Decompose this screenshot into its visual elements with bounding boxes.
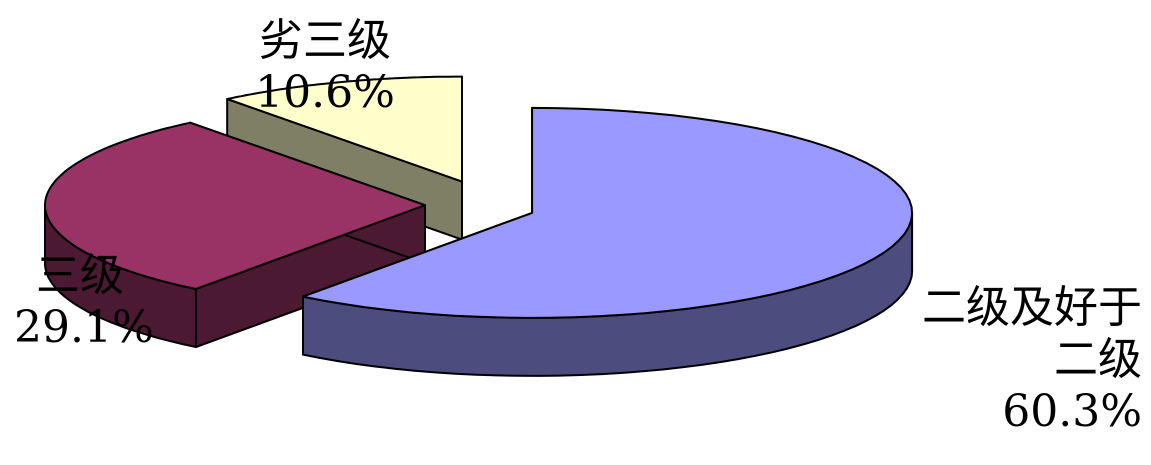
slice-name: 劣三级 xyxy=(259,15,391,66)
slice-grade-three xyxy=(44,121,426,348)
slice-grade-two-or-better xyxy=(302,106,914,377)
slice-label-grade-three: 三级 29.1% xyxy=(14,250,194,354)
slice-label-grade-two-or-better: 二级及好于 二级 60.3% xyxy=(860,282,1142,438)
slice-percent: 10.6% xyxy=(255,67,395,118)
slice-name-line-1: 二级及好于 xyxy=(922,282,1142,333)
slice-name-line-2: 二级 xyxy=(1054,334,1142,385)
slice-percent: 60.3% xyxy=(1002,386,1142,437)
slice-name: 三级 xyxy=(36,250,124,301)
slice-top-face xyxy=(226,75,463,183)
slice-top-face xyxy=(44,121,426,290)
slice-percent: 29.1% xyxy=(14,302,154,353)
slice-label-inferior-grade-three: 劣三级 10.6% xyxy=(225,15,425,119)
slice-top-face xyxy=(302,106,914,319)
